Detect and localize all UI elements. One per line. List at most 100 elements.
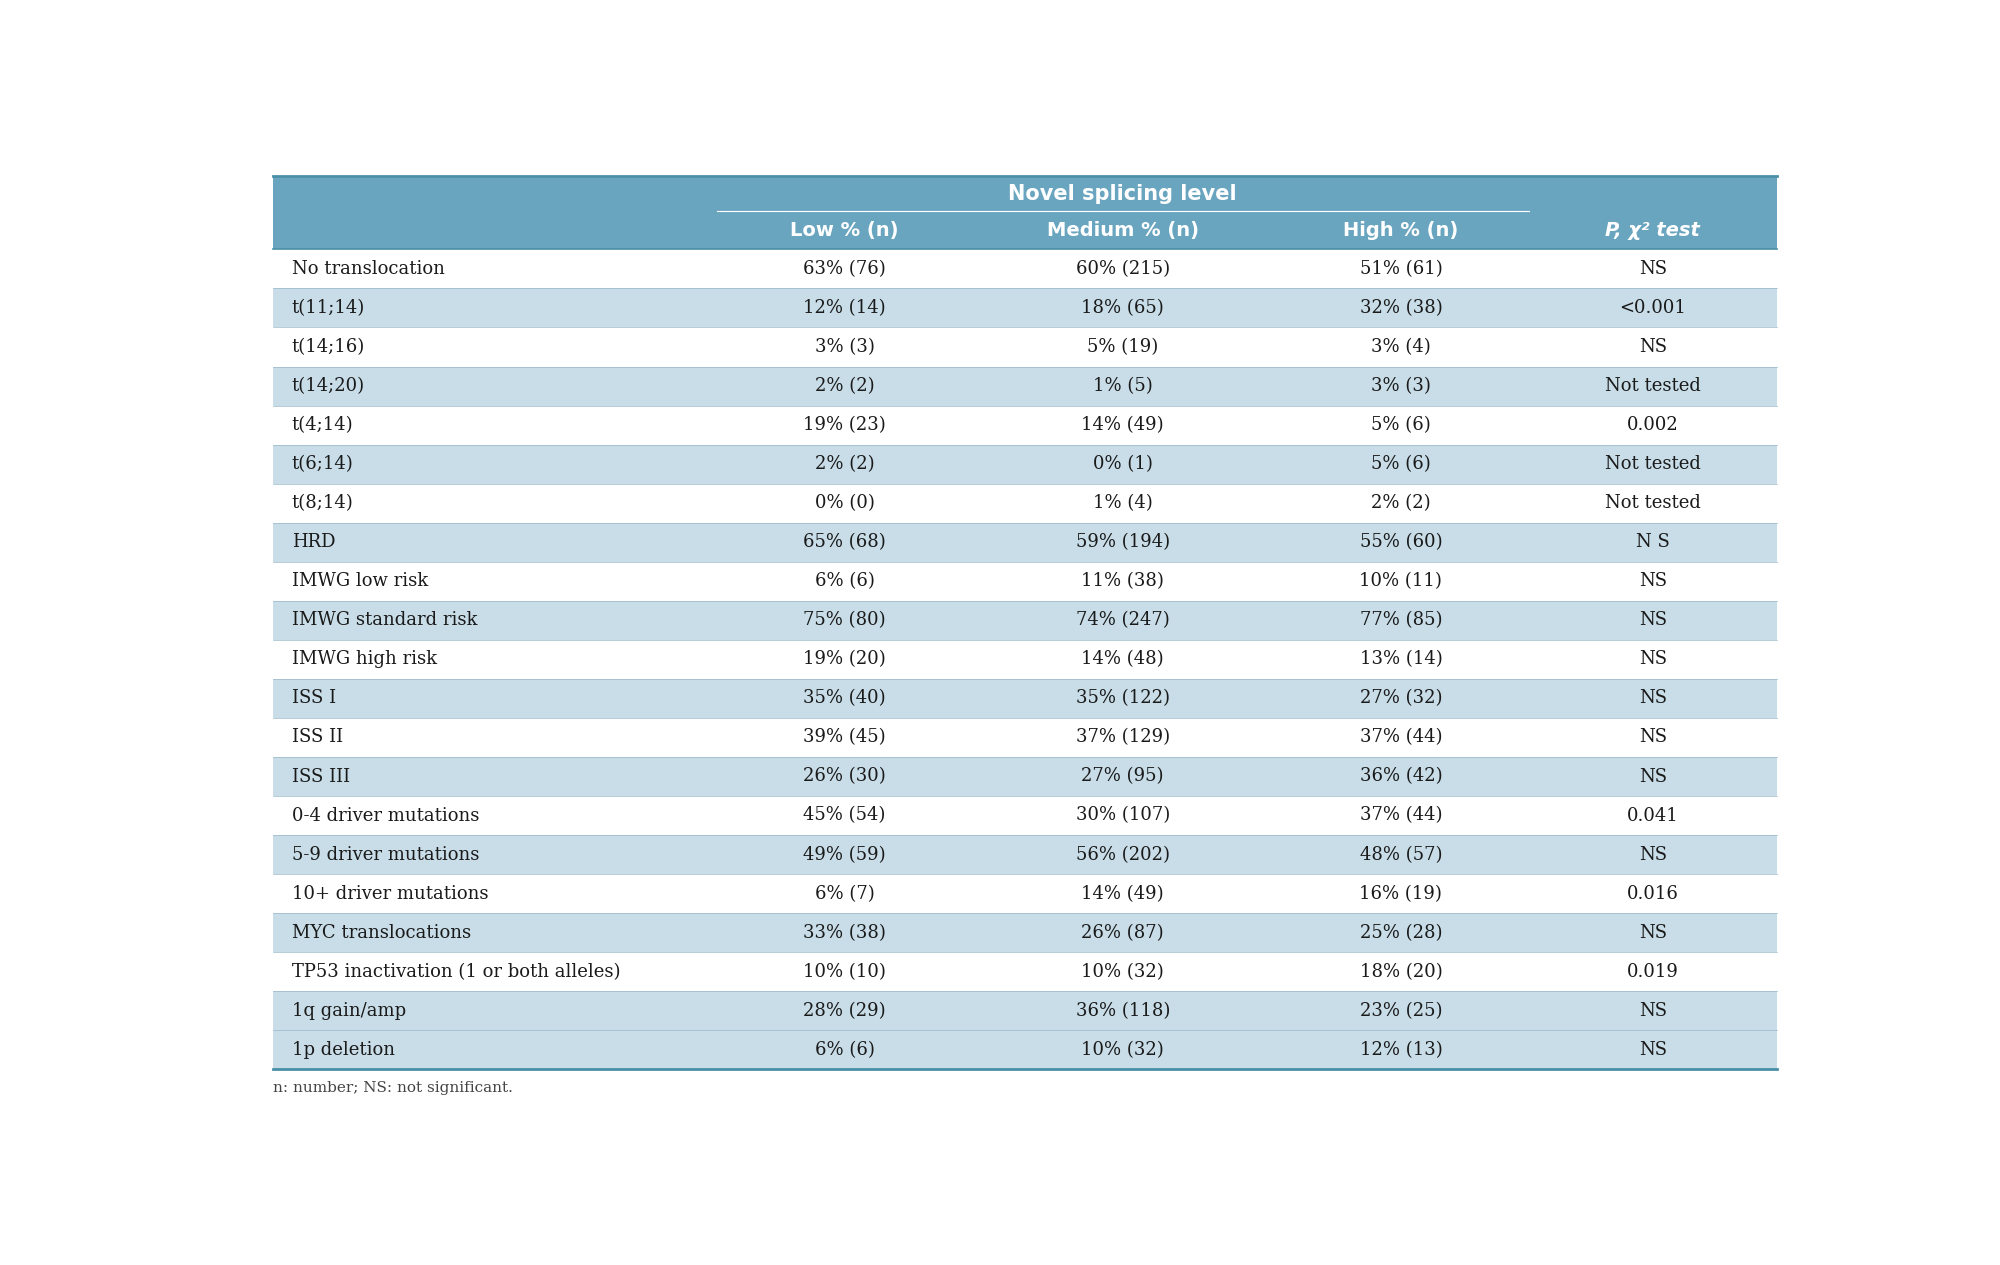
Text: 1% (4): 1% (4) [1092, 495, 1152, 512]
Text: ISS I: ISS I [292, 689, 336, 707]
Text: 65% (68): 65% (68) [804, 534, 886, 552]
Text: 5% (6): 5% (6) [1372, 455, 1430, 473]
Text: 6% (7): 6% (7) [814, 884, 874, 903]
Text: 14% (48): 14% (48) [1082, 650, 1164, 668]
Text: 10% (32): 10% (32) [1082, 1041, 1164, 1059]
Text: t(14;16): t(14;16) [292, 338, 366, 355]
Text: 1p deletion: 1p deletion [292, 1041, 394, 1059]
Text: NS: NS [1638, 259, 1666, 278]
Bar [274, 1030, 1776, 1069]
Text: NS: NS [1638, 729, 1666, 746]
Text: 5% (6): 5% (6) [1372, 416, 1430, 434]
Text: 37% (44): 37% (44) [1360, 807, 1442, 825]
Text: N S: N S [1636, 534, 1670, 552]
Bar [274, 835, 1776, 874]
Text: Low % (n): Low % (n) [790, 221, 898, 240]
Text: 32% (38): 32% (38) [1360, 299, 1442, 318]
Bar [274, 719, 1776, 756]
Text: 0.002: 0.002 [1626, 416, 1678, 434]
Text: 5-9 driver mutations: 5-9 driver mutations [292, 845, 480, 864]
Text: 1q gain/amp: 1q gain/amp [292, 1002, 406, 1020]
Text: 13% (14): 13% (14) [1360, 650, 1442, 668]
Text: t(14;20): t(14;20) [292, 377, 364, 395]
Text: NS: NS [1638, 1041, 1666, 1059]
Text: t(8;14): t(8;14) [292, 495, 354, 512]
Text: 5% (19): 5% (19) [1088, 338, 1158, 355]
Text: 26% (87): 26% (87) [1082, 923, 1164, 941]
Text: t(6;14): t(6;14) [292, 455, 354, 473]
Bar [274, 679, 1776, 719]
Text: 23% (25): 23% (25) [1360, 1002, 1442, 1020]
Bar [274, 992, 1776, 1030]
Text: 6% (6): 6% (6) [814, 1041, 874, 1059]
Text: 60% (215): 60% (215) [1076, 259, 1170, 278]
Text: 28% (29): 28% (29) [804, 1002, 886, 1020]
Text: 63% (76): 63% (76) [804, 259, 886, 278]
Text: 2% (2): 2% (2) [814, 377, 874, 395]
Text: 36% (42): 36% (42) [1360, 768, 1442, 786]
Text: n: number; NS: not significant.: n: number; NS: not significant. [274, 1082, 514, 1095]
Text: Not tested: Not tested [1604, 495, 1700, 512]
Text: 27% (95): 27% (95) [1082, 768, 1164, 786]
Text: NS: NS [1638, 1002, 1666, 1020]
Text: 0% (0): 0% (0) [814, 495, 874, 512]
Text: NS: NS [1638, 650, 1666, 668]
Text: 56% (202): 56% (202) [1076, 845, 1170, 864]
Text: 27% (32): 27% (32) [1360, 689, 1442, 707]
Text: 35% (40): 35% (40) [804, 689, 886, 707]
Bar [274, 601, 1776, 640]
Text: 30% (107): 30% (107) [1076, 807, 1170, 825]
Text: 14% (49): 14% (49) [1082, 416, 1164, 434]
Text: 35% (122): 35% (122) [1076, 689, 1170, 707]
Text: 19% (20): 19% (20) [804, 650, 886, 668]
Text: 10% (11): 10% (11) [1360, 572, 1442, 591]
Bar [274, 288, 1776, 328]
Text: 10% (32): 10% (32) [1082, 963, 1164, 980]
Text: IMWG high risk: IMWG high risk [292, 650, 436, 668]
Text: 37% (44): 37% (44) [1360, 729, 1442, 746]
Text: 49% (59): 49% (59) [804, 845, 886, 864]
Bar [274, 367, 1776, 406]
Text: NS: NS [1638, 923, 1666, 941]
Bar [274, 522, 1776, 562]
Bar [274, 249, 1776, 288]
Bar [274, 874, 1776, 913]
Text: 48% (57): 48% (57) [1360, 845, 1442, 864]
Bar [274, 562, 1776, 601]
Text: 36% (118): 36% (118) [1076, 1002, 1170, 1020]
Text: 1% (5): 1% (5) [1092, 377, 1152, 395]
Text: 12% (13): 12% (13) [1360, 1041, 1442, 1059]
Text: 2% (2): 2% (2) [1372, 495, 1430, 512]
Bar [274, 796, 1776, 835]
Text: 10+ driver mutations: 10+ driver mutations [292, 884, 488, 903]
Bar [274, 328, 1776, 367]
Text: 51% (61): 51% (61) [1360, 259, 1442, 278]
Text: 16% (19): 16% (19) [1360, 884, 1442, 903]
Text: ISS II: ISS II [292, 729, 342, 746]
Text: P, χ² test: P, χ² test [1606, 221, 1700, 240]
Text: MYC translocations: MYC translocations [292, 923, 470, 941]
Text: 0-4 driver mutations: 0-4 driver mutations [292, 807, 480, 825]
Text: 18% (65): 18% (65) [1082, 299, 1164, 318]
Text: 33% (38): 33% (38) [804, 923, 886, 941]
Text: NS: NS [1638, 768, 1666, 786]
Text: NS: NS [1638, 572, 1666, 591]
Text: HRD: HRD [292, 534, 336, 552]
Bar [274, 176, 1776, 249]
Text: 0% (1): 0% (1) [1092, 455, 1152, 473]
Text: 2% (2): 2% (2) [814, 455, 874, 473]
Text: 18% (20): 18% (20) [1360, 963, 1442, 980]
Text: 19% (23): 19% (23) [804, 416, 886, 434]
Text: t(11;14): t(11;14) [292, 299, 366, 318]
Text: Novel splicing level: Novel splicing level [1008, 183, 1238, 204]
Text: 25% (28): 25% (28) [1360, 923, 1442, 941]
Text: NS: NS [1638, 689, 1666, 707]
Text: NS: NS [1638, 338, 1666, 355]
Text: 37% (129): 37% (129) [1076, 729, 1170, 746]
Bar [274, 640, 1776, 679]
Text: 45% (54): 45% (54) [804, 807, 886, 825]
Text: 74% (247): 74% (247) [1076, 611, 1170, 629]
Text: NS: NS [1638, 611, 1666, 629]
Text: t(4;14): t(4;14) [292, 416, 354, 434]
Text: 10% (10): 10% (10) [804, 963, 886, 980]
